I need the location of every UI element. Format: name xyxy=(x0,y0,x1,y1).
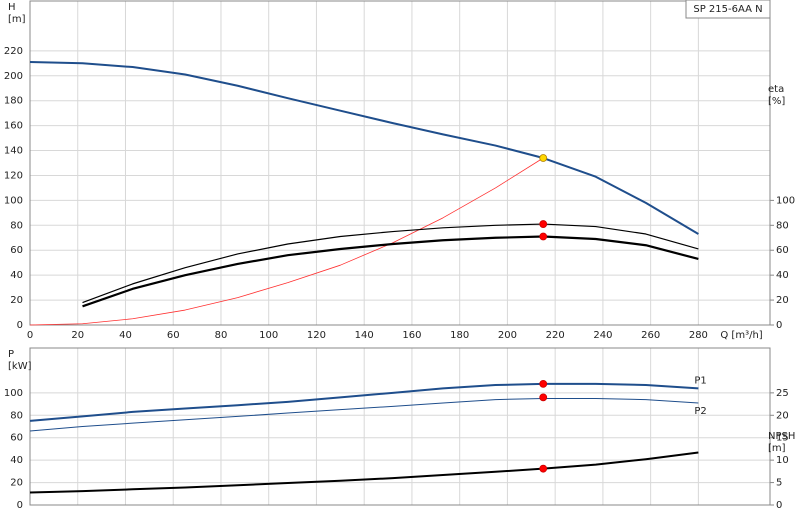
operating-point xyxy=(539,393,548,402)
y-axis-unit: [kW] xyxy=(8,361,32,372)
y2-tick-label: 20 xyxy=(776,295,789,306)
x-tick-label: 20 xyxy=(71,330,84,341)
curve-label: P2 xyxy=(694,406,706,417)
plot-frame xyxy=(29,0,771,326)
y-tick-label: 60 xyxy=(10,433,23,444)
title-box xyxy=(685,0,771,19)
y-tick-label: 20 xyxy=(10,295,23,306)
y-tick-label: 200 xyxy=(4,71,23,82)
curve xyxy=(29,61,699,235)
operating-point xyxy=(539,232,548,241)
y-tick-label: 100 xyxy=(4,195,23,206)
y2-tick-label: 20 xyxy=(776,410,789,421)
x-tick-label: 100 xyxy=(259,330,278,341)
y-tick-label: 180 xyxy=(4,96,23,107)
y-tick-label: 100 xyxy=(4,388,23,399)
y2-axis-label: NPSH xyxy=(768,431,795,442)
y-axis-unit: [m] xyxy=(8,14,26,25)
y-tick-label: 20 xyxy=(10,478,23,489)
curve-label: P1 xyxy=(694,375,706,386)
y2-tick-label: 100 xyxy=(776,195,795,206)
curve xyxy=(82,235,699,308)
y2-tick-label: 0 xyxy=(776,320,782,331)
y-axis-label: P xyxy=(8,349,14,360)
x-tick-label: 240 xyxy=(593,330,612,341)
y2-axis-unit: [m] xyxy=(768,443,786,454)
y-tick-label: 60 xyxy=(10,245,23,256)
y-tick-label: 80 xyxy=(10,410,23,421)
operating-point xyxy=(539,379,548,388)
x-tick-label: 80 xyxy=(215,330,228,341)
operating-point xyxy=(539,154,548,162)
y-tick-label: 0 xyxy=(17,320,23,331)
y2-tick-label: 60 xyxy=(776,245,789,256)
x-tick-label: 160 xyxy=(402,330,421,341)
y2-tick-label: 25 xyxy=(776,388,789,399)
x-axis-label: Q [m³/h] xyxy=(720,330,762,341)
x-tick-label: 0 xyxy=(27,330,33,341)
y-tick-label: 40 xyxy=(10,270,23,281)
x-tick-label: 140 xyxy=(355,330,374,341)
y2-tick-label: 80 xyxy=(776,220,789,231)
y2-tick-label: 40 xyxy=(776,270,789,281)
y2-axis-label: eta xyxy=(768,84,784,95)
y2-axis-unit: [%] xyxy=(768,96,785,107)
curve xyxy=(29,157,544,326)
y-tick-label: 120 xyxy=(4,170,23,181)
x-tick-label: 260 xyxy=(641,330,660,341)
y2-tick-label: 5 xyxy=(776,478,782,489)
y-axis-label: H xyxy=(8,2,16,13)
plot-frame xyxy=(29,347,771,506)
curve xyxy=(29,397,699,432)
x-tick-label: 220 xyxy=(546,330,565,341)
x-tick-label: 60 xyxy=(167,330,180,341)
y-tick-label: 40 xyxy=(10,455,23,466)
y2-tick-label: 15 xyxy=(776,433,789,444)
curve xyxy=(29,382,699,422)
x-tick-label: 120 xyxy=(307,330,326,341)
x-tick-label: 180 xyxy=(450,330,469,341)
y2-tick-label: 0 xyxy=(776,500,782,511)
curve xyxy=(29,451,699,494)
y2-tick-label: 10 xyxy=(776,455,789,466)
operating-point xyxy=(539,464,548,473)
curve xyxy=(82,223,699,304)
y-tick-label: 0 xyxy=(17,500,23,511)
x-tick-label: 40 xyxy=(119,330,132,341)
chart-title: SP 215-6AA N xyxy=(693,4,762,15)
y-tick-label: 220 xyxy=(4,46,23,57)
y-tick-label: 140 xyxy=(4,146,23,157)
y-tick-label: 80 xyxy=(10,220,23,231)
x-tick-label: 280 xyxy=(689,330,708,341)
y-tick-label: 160 xyxy=(4,121,23,132)
operating-point xyxy=(539,220,548,228)
x-tick-label: 200 xyxy=(498,330,517,341)
